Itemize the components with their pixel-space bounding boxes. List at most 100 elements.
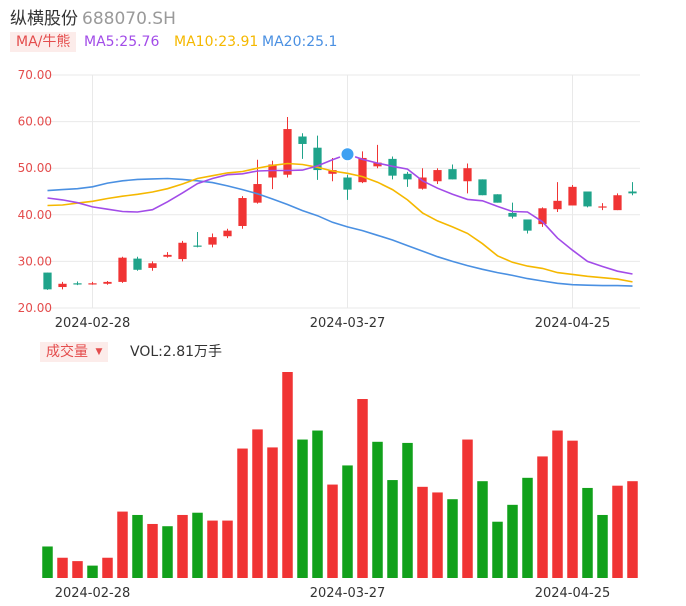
- volume-bar: [372, 441, 383, 578]
- candle-body: [43, 272, 52, 290]
- x-tick-label: 2024-02-28: [55, 316, 131, 331]
- ma10-legend: MA10:23.91: [174, 34, 259, 50]
- candle: [178, 240, 187, 262]
- candle: [328, 157, 337, 182]
- volume-bar: [42, 546, 53, 578]
- candle: [43, 272, 52, 290]
- candle-body: [613, 195, 622, 211]
- volume-bar: [342, 465, 353, 578]
- volume-bar: [507, 504, 518, 578]
- candle: [223, 228, 232, 239]
- volume-bar: [237, 448, 248, 578]
- volume-bar: [207, 520, 218, 578]
- x-tick-label: 2024-03-27: [310, 316, 386, 331]
- volume-bar: [492, 521, 503, 578]
- price-grid: 70.00 60.00 50.00 40.00 30.00 20.00: [18, 68, 640, 315]
- candle: [418, 168, 427, 190]
- candle: [478, 179, 487, 196]
- volume-bar: [432, 492, 443, 578]
- ma-marker-icon: [339, 146, 356, 163]
- candle-body: [553, 200, 562, 210]
- candle-body: [598, 206, 607, 208]
- volume-bar: [117, 511, 128, 578]
- candle: [508, 202, 517, 219]
- candle: [538, 207, 547, 227]
- y-tick-label: 70.00: [18, 68, 52, 82]
- ma-indicator-tag[interactable]: MA/牛熊: [10, 32, 77, 52]
- candles: [43, 116, 637, 290]
- candle: [133, 256, 142, 271]
- ma20-legend: MA20:25.1: [262, 34, 338, 50]
- volume-bar: [402, 442, 413, 578]
- candle-body: [313, 147, 322, 171]
- candle-body: [88, 283, 97, 285]
- volume-bar: [462, 439, 473, 578]
- candle: [343, 174, 352, 200]
- candle-body: [568, 186, 577, 206]
- candle: [358, 151, 367, 184]
- volume-bar: [537, 456, 548, 578]
- y-tick-label: 20.00: [18, 301, 52, 315]
- volume-value: VOL:2.81万手: [130, 344, 223, 360]
- candle: [598, 203, 607, 211]
- candle: [373, 144, 382, 169]
- candle: [253, 159, 262, 204]
- volume-x-tick-label: 2024-02-28: [55, 586, 131, 601]
- candle-body: [388, 158, 397, 176]
- volume-bar: [297, 439, 308, 578]
- volume-bar: [582, 487, 593, 578]
- candle-body: [163, 254, 172, 257]
- candle: [433, 168, 442, 185]
- x-tick-label: 2024-04-25: [535, 316, 611, 331]
- volume-bar: [162, 526, 173, 578]
- volume-bar: [567, 440, 578, 578]
- volume-bar: [282, 372, 293, 578]
- candle: [523, 219, 532, 234]
- candle-body: [538, 208, 547, 225]
- candle: [568, 184, 577, 206]
- candle: [238, 196, 247, 229]
- candle-body: [133, 258, 142, 270]
- candle-body: [433, 170, 442, 182]
- candle: [58, 281, 67, 290]
- volume-bar: [72, 561, 83, 578]
- candle: [628, 182, 637, 196]
- marker-dot: [339, 146, 356, 163]
- candle: [493, 194, 502, 203]
- volume-bars: [42, 372, 638, 578]
- volume-bar: [327, 484, 338, 578]
- candle-body: [283, 129, 292, 175]
- candle-body: [418, 177, 427, 189]
- y-tick-label: 50.00: [18, 161, 52, 175]
- candle: [103, 280, 112, 285]
- candle: [118, 256, 127, 283]
- volume-bar: [252, 429, 263, 578]
- candle-body: [223, 230, 232, 237]
- volume-bar: [222, 520, 233, 578]
- volume-bar: [177, 514, 188, 578]
- y-tick-label: 40.00: [18, 208, 52, 222]
- volume-tag-label: 成交量: [46, 344, 88, 360]
- candle-body: [58, 283, 67, 288]
- ma5-legend: MA5:25.76: [84, 34, 160, 50]
- candle: [448, 164, 457, 180]
- volume-bar: [147, 523, 158, 578]
- volume-bar: [627, 481, 638, 578]
- volume-bar: [417, 486, 428, 578]
- candle: [388, 156, 397, 180]
- candle-body: [148, 263, 157, 268]
- candle-body: [523, 219, 532, 231]
- candle: [88, 281, 97, 285]
- candle: [553, 182, 562, 213]
- ma10-line: [47, 162, 633, 283]
- candle-body: [298, 136, 307, 144]
- candle-body: [508, 212, 517, 217]
- volume-tag[interactable]: 成交量 ▼: [40, 342, 109, 362]
- candle: [163, 252, 172, 258]
- candle: [613, 193, 622, 211]
- y-tick-label: 30.00: [18, 254, 52, 268]
- volume-bar: [552, 430, 563, 578]
- candle-body: [178, 242, 187, 260]
- candle: [148, 261, 157, 271]
- volume-bar: [132, 514, 143, 578]
